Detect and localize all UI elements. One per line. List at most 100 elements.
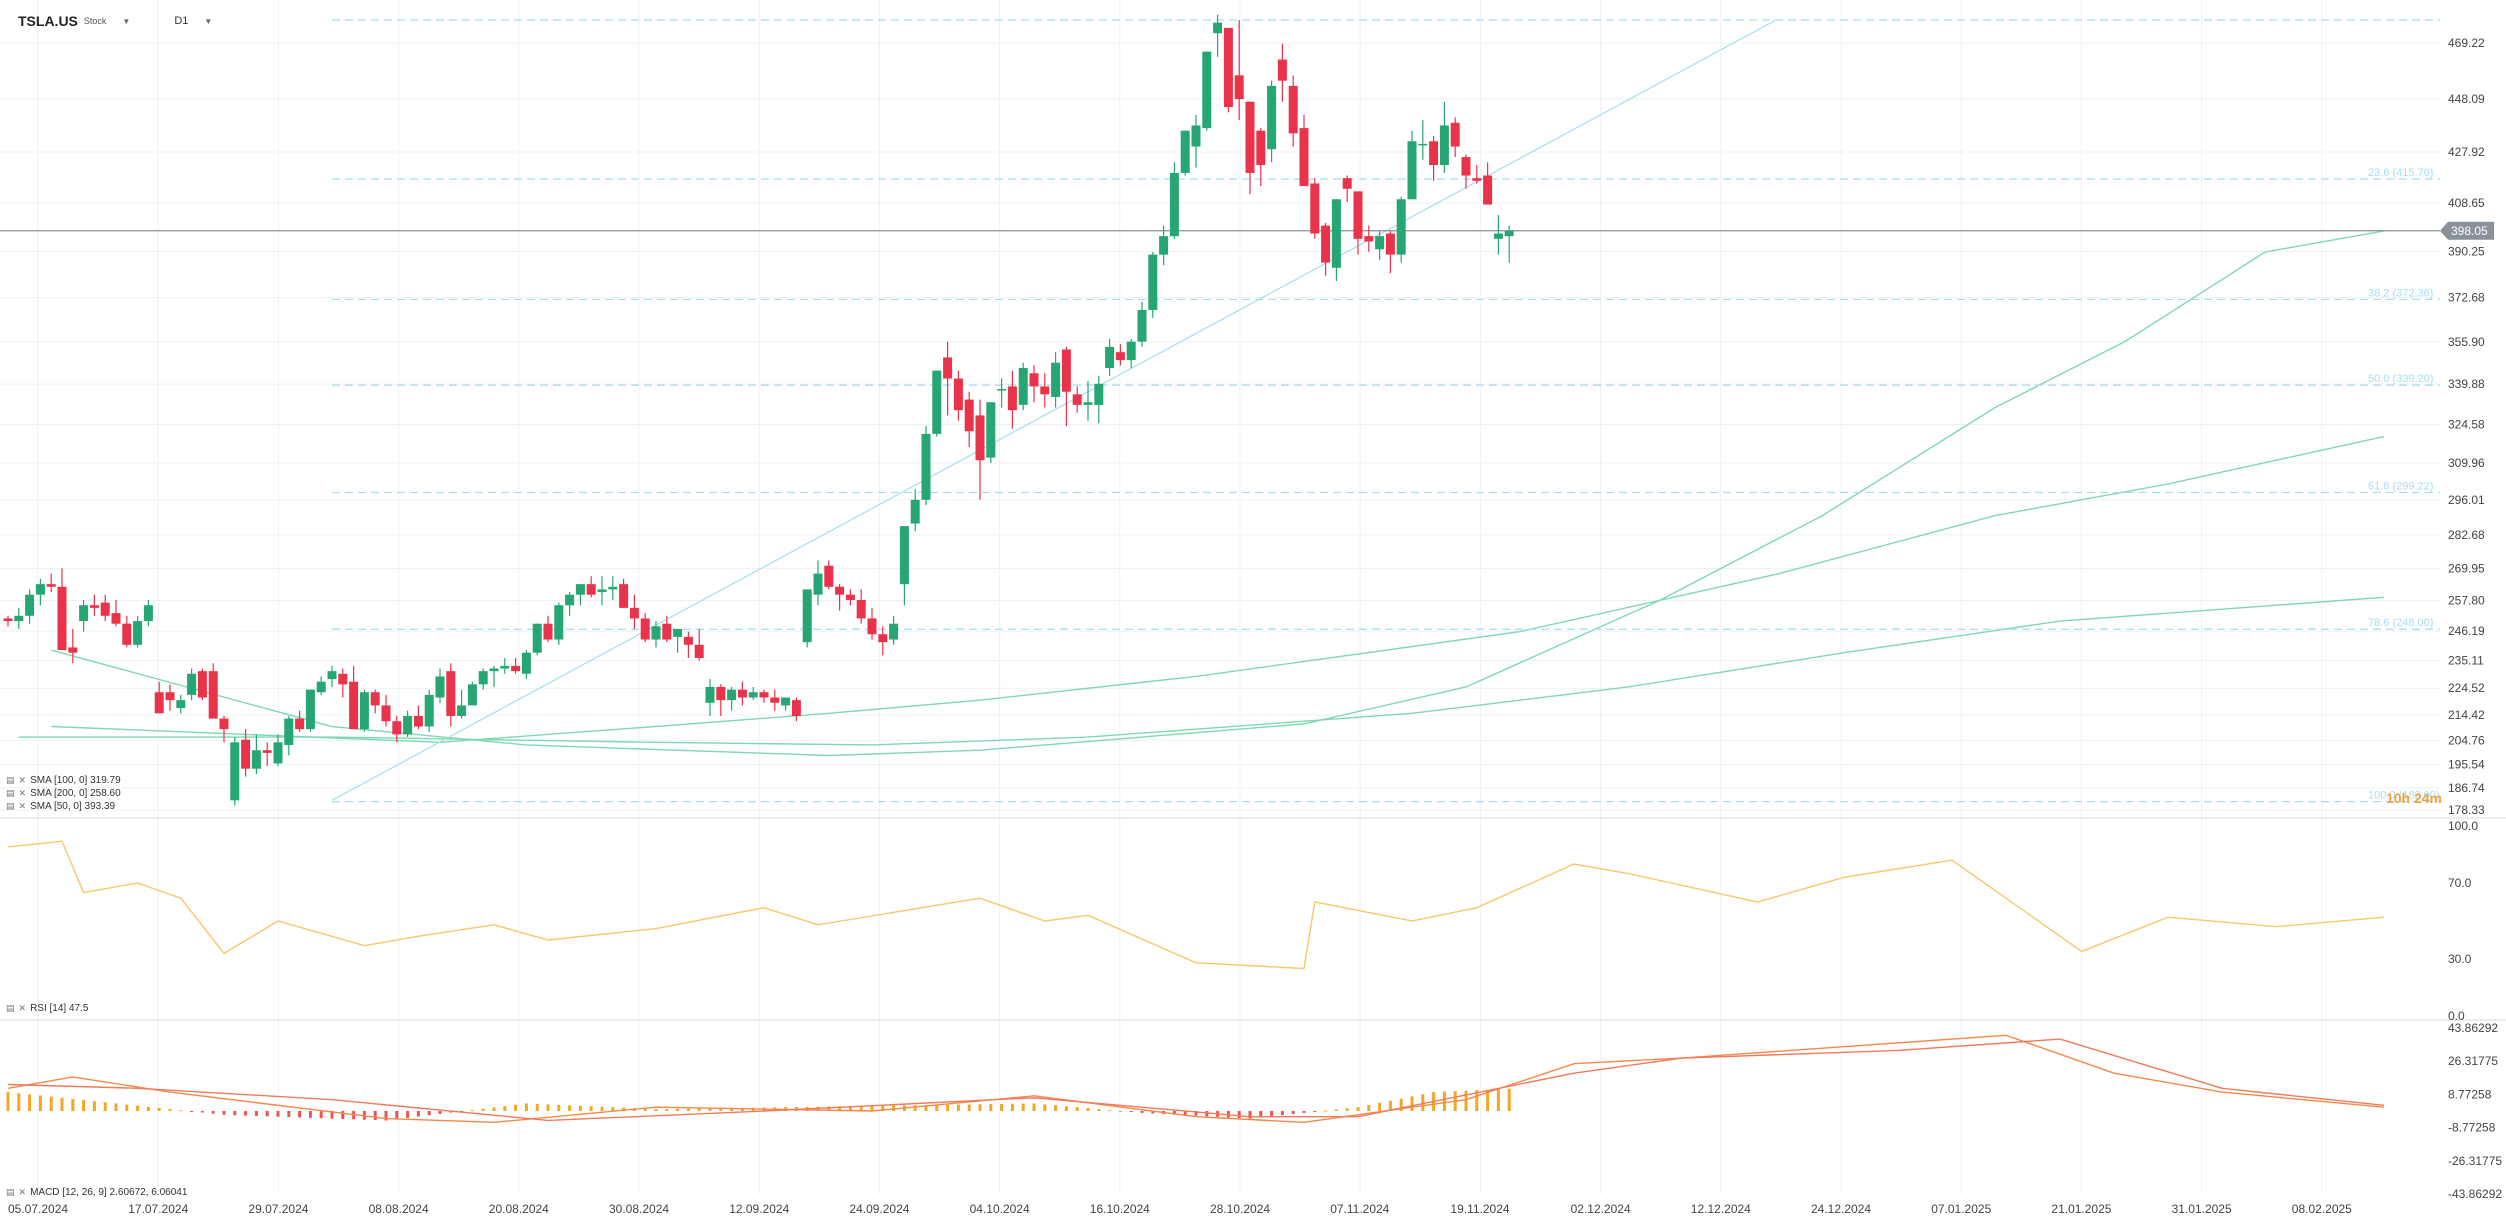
candle-body	[305, 689, 315, 730]
macd-histogram-bar	[1248, 1111, 1252, 1119]
candle-body	[489, 668, 499, 672]
settings-icon[interactable]: ▤	[6, 1187, 15, 1197]
macd-histogram-bar	[481, 1108, 485, 1111]
price-tick-label: 195.54	[2448, 758, 2485, 772]
candle-body	[575, 584, 585, 595]
candle-body	[338, 673, 348, 685]
price-axis[interactable]: 469.22 448.09 427.92 408.65 390.25 372.68 355.…	[2440, 36, 2494, 817]
candle-body	[381, 705, 391, 722]
macd-histogram-bar	[136, 1105, 140, 1111]
rsi-label: RSI [14] 47.5	[30, 1003, 89, 1014]
candle-body	[284, 718, 294, 745]
candle-body	[1202, 51, 1212, 129]
close-icon[interactable]: ✕	[18, 1003, 27, 1013]
price-tick-label: 390.25	[2448, 244, 2485, 258]
candle-body	[964, 399, 974, 432]
price-tick-label: 269.95	[2448, 561, 2485, 575]
macd-histogram-bar	[1270, 1111, 1274, 1117]
candle-body	[543, 623, 553, 640]
candle-body	[597, 589, 607, 593]
fibonacci-levels[interactable]: 23.6 (415.70) 38.2 (372.36) 50.0 (339.20) 6…	[0, 19, 2440, 803]
close-icon[interactable]: ✕	[18, 1187, 27, 1197]
close-icon[interactable]: ✕	[18, 801, 27, 811]
macd-histogram-bar	[989, 1104, 993, 1111]
macd-histogram-bar	[298, 1111, 302, 1118]
settings-icon[interactable]: ▤	[6, 801, 15, 811]
macd-histogram-bar	[179, 1110, 183, 1112]
candle-body	[46, 584, 56, 587]
rsi-line	[7, 840, 2385, 970]
macd-histogram-bar	[913, 1105, 917, 1111]
price-tick-label: 448.09	[2448, 92, 2485, 106]
macd-histogram-bar	[319, 1111, 323, 1119]
price-tick-label: 282.68	[2448, 528, 2485, 542]
macd-histogram-bar	[190, 1111, 194, 1112]
macd-histogram-bar	[373, 1111, 377, 1121]
date-tick-label: 31.01.2025	[2172, 1202, 2232, 1216]
candle-body	[1007, 386, 1017, 411]
candle-body	[1040, 386, 1050, 395]
candle-body	[845, 594, 855, 600]
macd-tick-label: 43.86292	[2448, 1021, 2498, 1035]
macd-histogram-bar	[730, 1108, 734, 1111]
candle-body	[3, 618, 13, 622]
candle-body	[316, 681, 326, 693]
macd-histogram-bar	[1000, 1103, 1004, 1111]
sma100-line	[51, 435, 2385, 744]
close-icon[interactable]: ✕	[18, 788, 27, 798]
price-tick-label: 339.88	[2448, 377, 2485, 391]
candle-body	[1126, 341, 1136, 361]
rsi-panel: 100.0 70.0 30.0 0.0	[7, 819, 2478, 1023]
macd-tick-label: -26.31775	[2448, 1154, 2502, 1168]
candle-body	[1245, 101, 1255, 173]
macd-histogram-bar	[28, 1094, 32, 1111]
candle-body	[1288, 85, 1298, 134]
candle-body	[986, 402, 996, 458]
fib-level-label: 38.2 (372.36)	[2368, 287, 2433, 299]
candle-body	[953, 378, 963, 411]
candle-body	[1353, 191, 1363, 239]
date-tick-label: 12.09.2024	[729, 1202, 789, 1216]
settings-icon[interactable]: ▤	[6, 1003, 15, 1013]
macd-tick-label: -8.77258	[2448, 1121, 2496, 1135]
candle-body	[1483, 175, 1493, 205]
macd-histogram-bar	[676, 1108, 680, 1111]
macd-histogram-bar	[1097, 1109, 1101, 1111]
date-tick-label: 12.12.2024	[1691, 1202, 1751, 1216]
candle-body	[910, 499, 920, 524]
candle-body	[1375, 236, 1385, 250]
symbol-dropdown-icon[interactable]: ▼	[122, 16, 131, 26]
macd-histogram-bar	[1237, 1111, 1241, 1119]
date-axis[interactable]: 05.07.2024 17.07.2024 29.07.2024 08.08.2024…	[8, 1202, 2352, 1216]
candle-body	[759, 692, 769, 698]
macd-histogram-bar	[233, 1111, 237, 1116]
date-tick-label: 17.07.2024	[128, 1202, 188, 1216]
timeframe-dropdown-icon[interactable]: ▼	[204, 16, 213, 26]
date-tick-label: 04.10.2024	[970, 1202, 1030, 1216]
settings-icon[interactable]: ▤	[6, 775, 15, 785]
candle-body	[176, 700, 186, 709]
macd-histogram-bar	[622, 1107, 626, 1111]
candle-body	[705, 686, 715, 703]
macd-histogram-bar	[38, 1095, 42, 1111]
macd-histogram-bar	[600, 1106, 604, 1111]
candle-body	[241, 739, 251, 769]
macd-label: MACD [12, 26, 9] 2.60672, 6.06041	[30, 1187, 188, 1198]
date-tick-label: 02.12.2024	[1571, 1202, 1631, 1216]
close-icon[interactable]: ✕	[18, 775, 27, 785]
candle-body	[532, 623, 542, 653]
symbol-name[interactable]: TSLA.US	[18, 13, 78, 29]
macd-histogram-bar	[92, 1101, 96, 1111]
timeframe-select[interactable]: D1	[174, 15, 189, 27]
candle-body	[791, 700, 801, 716]
macd-histogram-bar	[222, 1111, 226, 1115]
candle-body	[1364, 236, 1374, 242]
settings-icon[interactable]: ▤	[6, 788, 15, 798]
macd-histogram-bar	[1205, 1111, 1209, 1117]
candle-body	[435, 676, 445, 698]
candle-body	[608, 586, 618, 590]
macd-histogram-bar	[654, 1109, 658, 1111]
price-tick-label: 372.68	[2448, 291, 2485, 305]
macd-histogram-bar	[1378, 1102, 1382, 1111]
